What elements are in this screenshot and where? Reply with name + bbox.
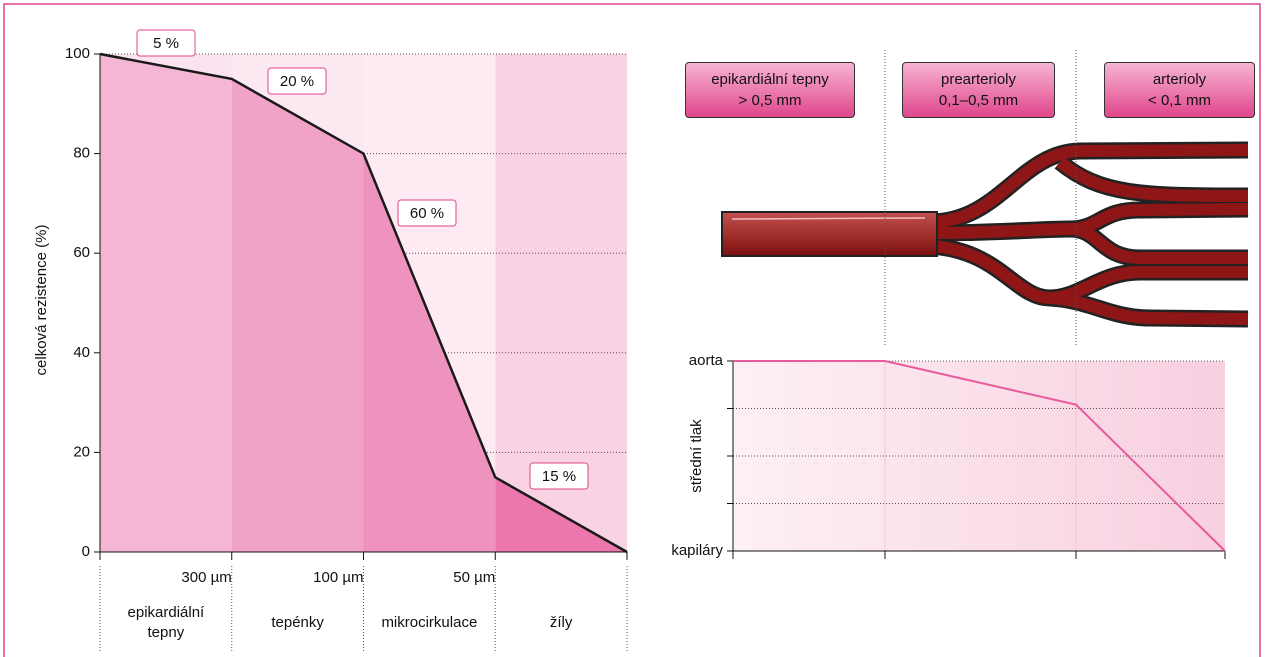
annotation: 60 % — [410, 205, 444, 222]
figure: celková rezistence (%) střední tlak 0 20 4… — [0, 0, 1266, 657]
section-name: epikardiální tepny — [686, 69, 854, 90]
area-segment — [232, 79, 364, 552]
x-tick-label: 100 µm — [313, 569, 363, 586]
annotation: 20 % — [280, 73, 314, 90]
x-tick-label: 300 µm — [181, 569, 231, 586]
area-segment — [100, 54, 232, 552]
section-size: > 0,5 mm — [686, 90, 854, 111]
y-tick-label: 0 — [82, 543, 90, 560]
y-tick-label: 40 — [73, 344, 90, 361]
y-tick-label: 20 — [73, 443, 90, 460]
annotation: 15 % — [542, 468, 576, 485]
section-header: epikardiální tepny> 0,5 mm — [685, 62, 855, 118]
section-header: arterioly< 0,1 mm — [1104, 62, 1255, 118]
y-tick-label: aorta — [689, 352, 724, 369]
category-label: žíly — [503, 593, 619, 653]
y-axis-title: celková rezistence (%) — [33, 225, 50, 376]
category-label: mikrocirkulace — [372, 593, 488, 653]
section-name: arterioly — [1105, 69, 1254, 90]
section-size: < 0,1 mm — [1105, 90, 1254, 111]
page: celková rezistence (%) střední tlak 0 20 4… — [0, 0, 1266, 657]
x-tick-label: 50 µm — [453, 569, 495, 586]
annotation: 5 % — [153, 35, 179, 52]
y-tick-label: 100 — [65, 45, 90, 62]
category-label: epikardiální tepny — [108, 593, 224, 653]
vessel-illustration — [722, 150, 1248, 319]
y-tick-label: kapiláry — [671, 542, 723, 559]
y-tick-label: 80 — [73, 145, 90, 162]
section-size: 0,1–0,5 mm — [903, 90, 1054, 111]
section-name: prearterioly — [903, 69, 1054, 90]
category-label: tepénky — [240, 593, 356, 653]
y-axis-title: střední tlak — [688, 419, 705, 493]
y-tick-label: 60 — [73, 244, 90, 261]
